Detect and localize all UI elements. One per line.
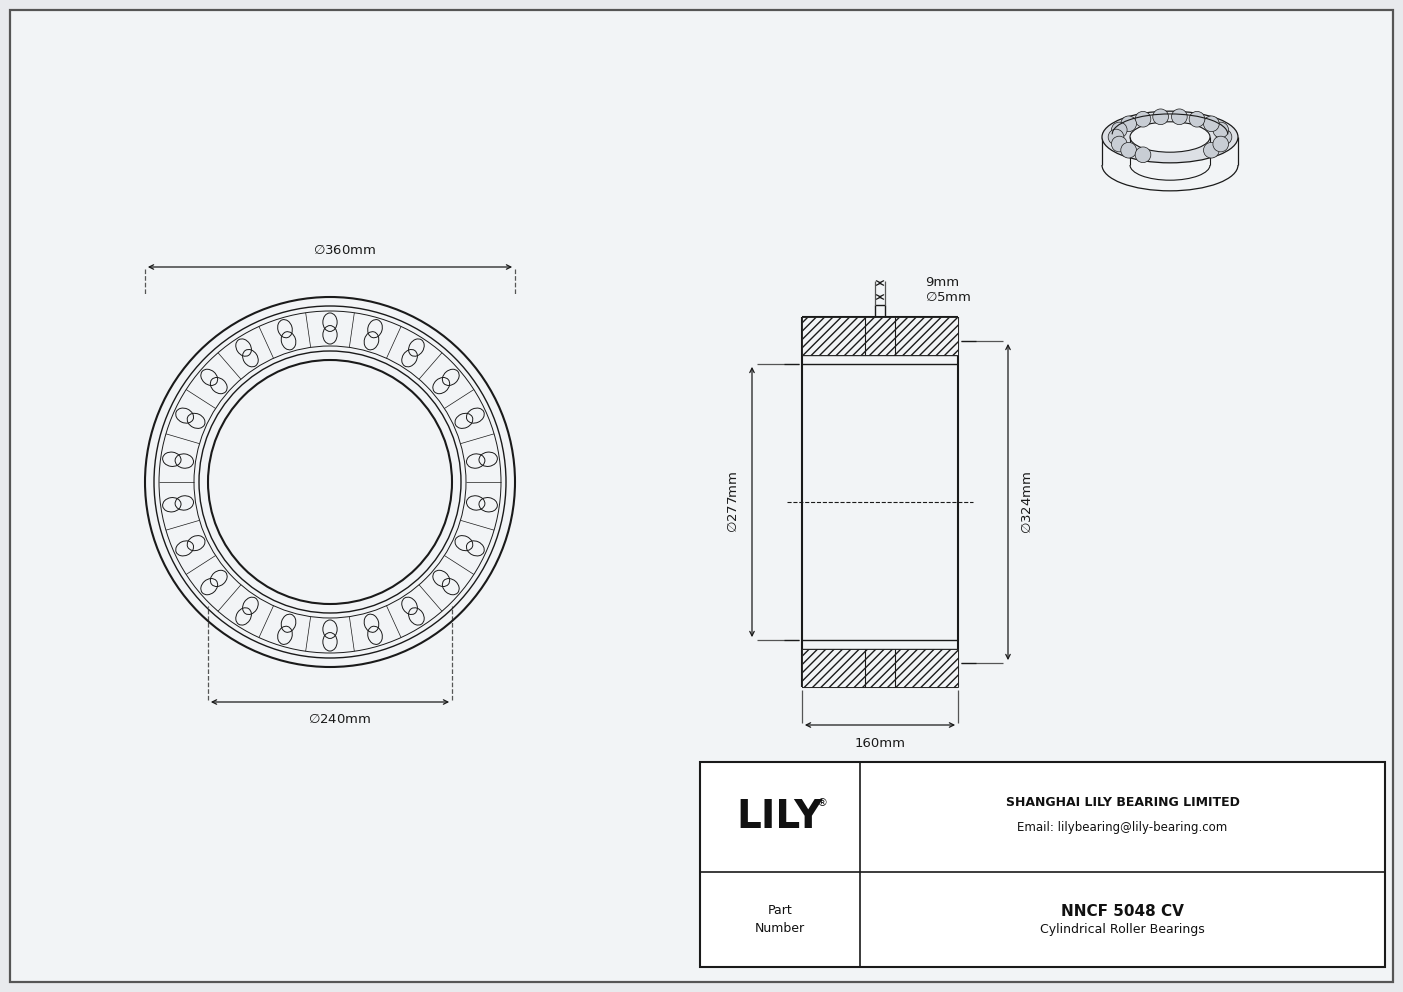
Ellipse shape (1101, 111, 1237, 163)
Circle shape (1216, 129, 1232, 145)
Text: $\varnothing$324mm: $\varnothing$324mm (1020, 470, 1034, 534)
Text: Email: lilybearing@lily-bearing.com: Email: lilybearing@lily-bearing.com (1017, 820, 1228, 833)
Circle shape (1190, 111, 1205, 127)
Ellipse shape (1129, 122, 1209, 152)
Circle shape (1172, 109, 1187, 125)
Bar (700, 762, 1385, 967)
Bar (803, 317, 958, 355)
Circle shape (1108, 129, 1124, 145)
Text: LILY: LILY (737, 798, 824, 836)
Circle shape (1135, 147, 1150, 163)
Text: NNCF 5048 CV: NNCF 5048 CV (1061, 904, 1184, 919)
Bar (803, 649, 958, 687)
Text: 9mm: 9mm (925, 277, 960, 290)
Text: $\varnothing$360mm: $\varnothing$360mm (313, 243, 377, 257)
Text: Cylindrical Roller Bearings: Cylindrical Roller Bearings (1040, 923, 1205, 936)
Text: 160mm: 160mm (854, 737, 905, 750)
Text: SHANGHAI LILY BEARING LIMITED: SHANGHAI LILY BEARING LIMITED (1006, 797, 1239, 809)
Text: $\varnothing$5mm: $\varnothing$5mm (925, 290, 971, 304)
Circle shape (1214, 136, 1229, 152)
Circle shape (1153, 109, 1169, 125)
Circle shape (1121, 116, 1136, 132)
Circle shape (1111, 122, 1127, 138)
Text: $\varnothing$277mm: $\varnothing$277mm (725, 471, 739, 533)
Text: Part
Number: Part Number (755, 904, 805, 935)
Text: ®: ® (817, 798, 828, 808)
Circle shape (1204, 116, 1219, 132)
Circle shape (1111, 136, 1127, 152)
Circle shape (1121, 142, 1136, 158)
Circle shape (1214, 122, 1229, 138)
Circle shape (1204, 142, 1219, 158)
Circle shape (1135, 111, 1150, 127)
Text: $\varnothing$240mm: $\varnothing$240mm (309, 712, 372, 726)
